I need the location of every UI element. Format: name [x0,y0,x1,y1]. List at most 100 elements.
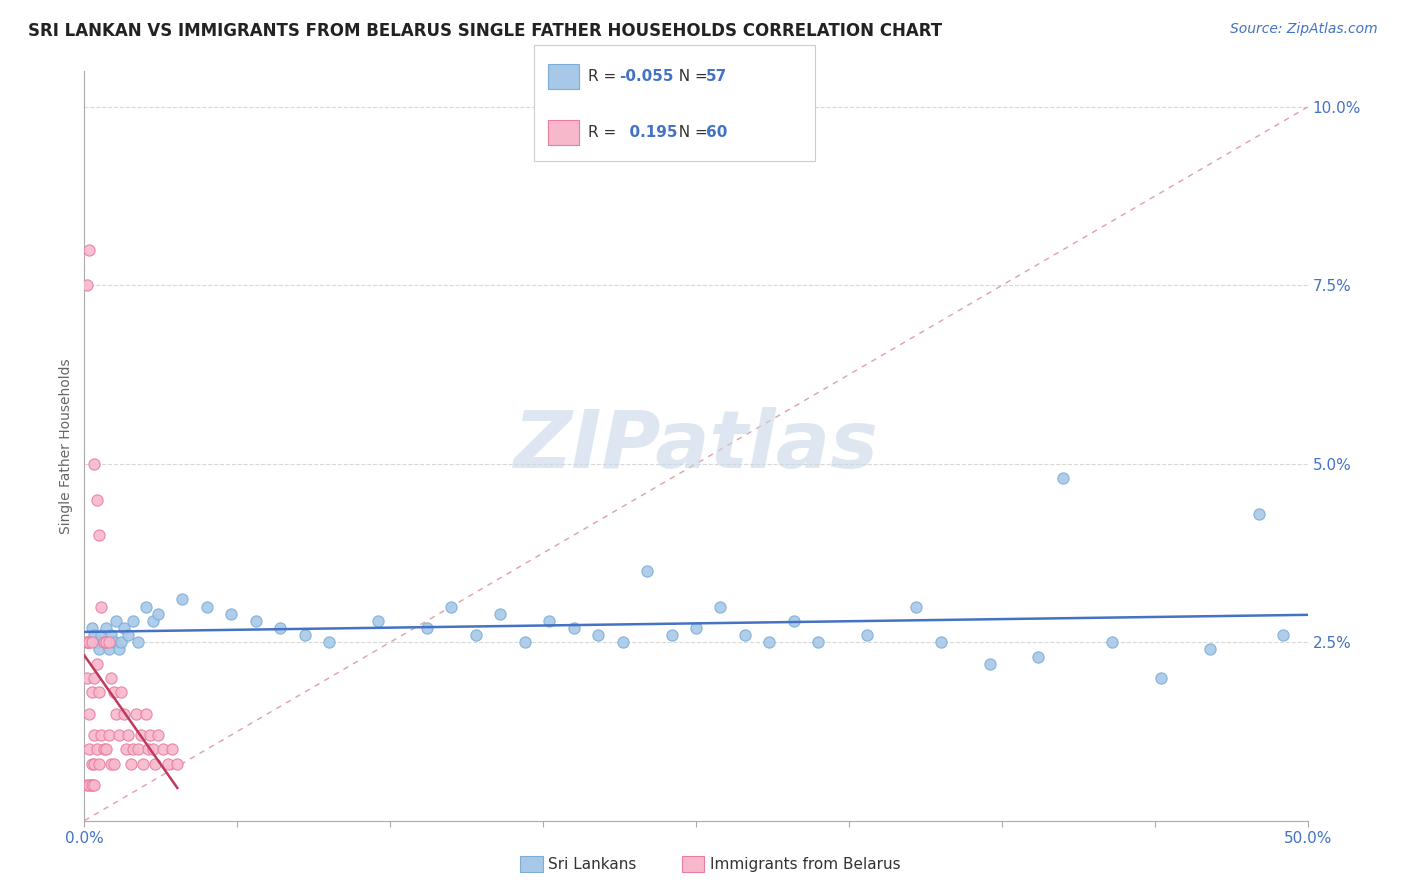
Point [513,635,536,649]
Point [929,635,952,649]
Point [77,635,100,649]
Point [129,728,152,742]
Point [76,278,98,293]
Point [96,742,118,756]
Point [464,628,486,642]
Point [734,628,756,642]
Point [80,778,103,792]
Point [117,728,139,742]
Point [103,635,125,649]
Point [1198,642,1220,657]
Point [76,635,98,649]
Text: ZIPatlas: ZIPatlas [513,407,879,485]
Point [80,756,103,771]
Text: SRI LANKAN VS IMMIGRANTS FROM BELARUS SINGLE FATHER HOUSEHOLDS CORRELATION CHART: SRI LANKAN VS IMMIGRANTS FROM BELARUS SI… [28,22,942,40]
Point [87,642,110,657]
Point [93,635,115,649]
Point [96,621,118,635]
Point [127,742,149,756]
Text: N =: N = [669,125,713,139]
Point [93,635,115,649]
Point [172,592,194,607]
Point [86,635,108,649]
Point [76,671,98,685]
Point [1150,671,1173,685]
Point [586,628,609,642]
Point [77,742,100,756]
Point [269,621,291,635]
Point [93,742,115,756]
Point [97,642,120,657]
Point [538,614,561,628]
Point [416,621,439,635]
Point [110,685,132,699]
Point [440,599,463,614]
Point [115,742,138,756]
Point [135,599,157,614]
Text: 60: 60 [706,125,727,139]
Point [76,635,98,649]
Point [83,628,105,642]
Point [142,742,165,756]
Point [105,706,128,721]
Point [83,671,105,685]
Point [90,599,112,614]
Point [77,778,100,792]
Point [80,621,103,635]
Point [87,756,110,771]
Point [122,614,145,628]
Y-axis label: Single Father Households: Single Father Households [59,359,73,533]
Point [97,635,120,649]
Point [97,728,120,742]
Point [86,657,108,671]
Point [661,628,683,642]
Point [143,756,166,771]
Point [758,635,780,649]
Point [77,635,100,649]
Point [83,457,105,471]
Point [127,635,149,649]
Point [636,564,658,578]
Text: -0.055: -0.055 [619,70,673,84]
Point [103,756,125,771]
Point [105,614,128,628]
Point [87,528,110,542]
Point [90,728,112,742]
Point [709,599,731,614]
Point [83,778,105,792]
Point [87,685,110,699]
Point [80,778,103,792]
Point [117,628,139,642]
Point [120,756,142,771]
Point [83,756,105,771]
Point [142,614,165,628]
Point [612,635,634,649]
Text: Sri Lankans: Sri Lankans [548,857,637,871]
Point [83,728,105,742]
Point [1052,471,1074,485]
Point [562,621,585,635]
Point [489,607,512,621]
Text: R =: R = [588,125,621,139]
Text: Source: ZipAtlas.com: Source: ZipAtlas.com [1230,22,1378,37]
Point [86,742,108,756]
Point [80,685,103,699]
Point [156,756,179,771]
Text: N =: N = [669,70,713,84]
Point [103,685,125,699]
Point [162,742,184,756]
Point [1028,649,1050,664]
Point [807,635,830,649]
Text: Immigrants from Belarus: Immigrants from Belarus [710,857,901,871]
Point [86,492,108,507]
Point [107,642,129,657]
Point [100,671,122,685]
Point [77,243,100,257]
Text: 57: 57 [706,70,727,84]
Point [318,635,340,649]
Point [367,614,389,628]
Point [219,607,242,621]
Point [685,621,707,635]
Point [146,728,169,742]
Point [100,628,122,642]
